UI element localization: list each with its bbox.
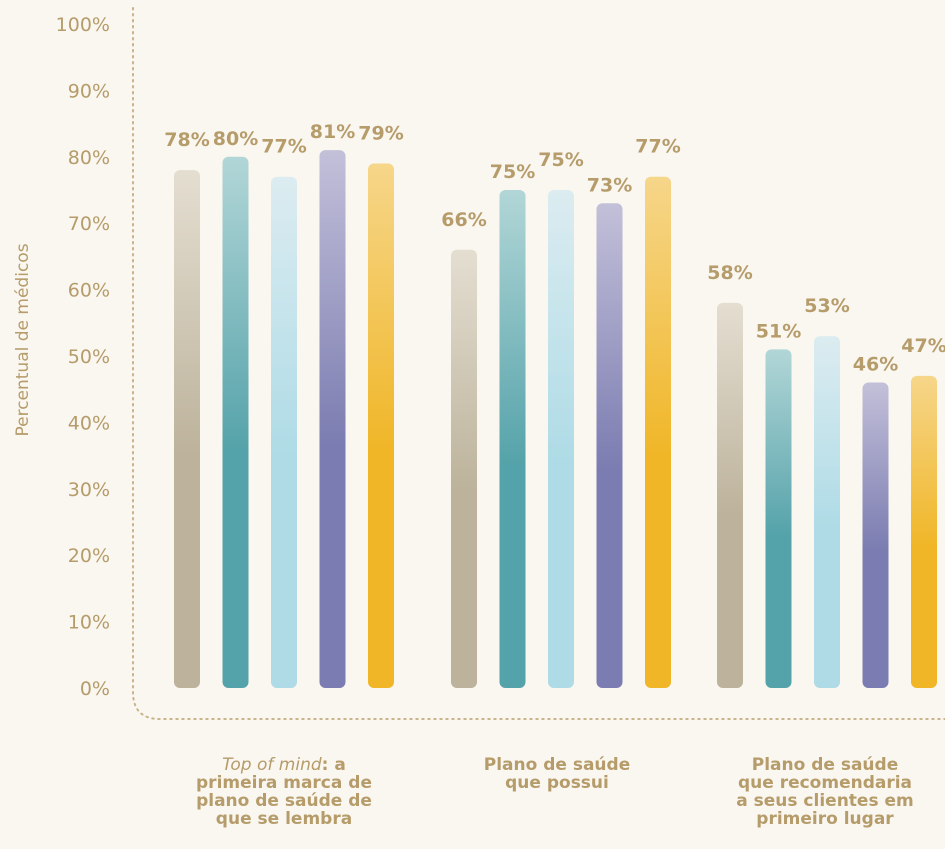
- bar: [451, 249, 477, 688]
- data-label: 77%: [635, 136, 680, 158]
- y-tick-label: 80%: [68, 147, 110, 169]
- category-label: Plano de saúde que recomendaria a seus cli…: [715, 756, 935, 828]
- category-label: Top of mind: a primeira marca de plano de …: [174, 756, 394, 828]
- y-tick-label: 50%: [68, 346, 110, 368]
- y-tick-label: 20%: [68, 545, 110, 567]
- bar: [814, 336, 840, 688]
- category-label-line: Plano de saúde: [751, 755, 899, 775]
- category-label-line: plano de saúde de: [196, 791, 372, 811]
- y-tick-label: 0%: [80, 678, 110, 700]
- bar: [499, 190, 526, 688]
- bar: [222, 156, 249, 689]
- data-label: 51%: [756, 320, 801, 342]
- data-label: 81%: [310, 121, 355, 143]
- bar: [911, 375, 937, 688]
- category-label-line: a seus clientes em: [736, 791, 914, 811]
- bar: [765, 349, 792, 688]
- y-tick-label: 40%: [68, 412, 110, 434]
- bar: [319, 150, 346, 688]
- bar: [645, 176, 671, 688]
- data-label: 78%: [164, 129, 209, 151]
- data-label: 77%: [261, 136, 306, 158]
- category-label-line: primeira marca de: [196, 773, 372, 793]
- bar: [717, 302, 743, 688]
- y-tick-label: 90%: [68, 80, 110, 102]
- axis-lines: [132, 7, 945, 720]
- data-label: 47%: [901, 335, 945, 357]
- category-label: Plano de saúde que possui: [447, 756, 667, 792]
- y-tick-label: 10%: [68, 612, 110, 634]
- data-label: 53%: [804, 295, 849, 317]
- y-tick-label: 70%: [68, 213, 110, 235]
- data-label: 73%: [587, 174, 632, 196]
- category-label-line: que se lembra: [215, 809, 353, 829]
- data-label: 58%: [707, 262, 752, 284]
- data-label: 75%: [538, 149, 583, 171]
- y-tick-label: 30%: [68, 479, 110, 501]
- data-label: 79%: [358, 122, 403, 144]
- y-axis-label: Percentual de médicos: [13, 243, 33, 436]
- category-label-line: que recomendaria: [737, 773, 913, 793]
- data-label: 80%: [213, 128, 258, 150]
- bar: [548, 190, 574, 688]
- bar: [596, 203, 623, 688]
- category-label-line: primeiro lugar: [756, 809, 894, 829]
- category-label-line: Plano de saúde: [483, 755, 631, 775]
- y-tick-label: 100%: [56, 14, 110, 36]
- data-label: 75%: [490, 161, 535, 183]
- data-label: 66%: [441, 209, 486, 231]
- category-label-line: Top of mind: a: [222, 755, 346, 775]
- bar: [174, 170, 200, 688]
- category-label-line: que possui: [505, 773, 609, 793]
- bar: [862, 382, 889, 688]
- bar: [368, 163, 394, 688]
- data-label: 46%: [853, 354, 898, 376]
- bar: [271, 176, 297, 688]
- y-tick-label: 60%: [68, 280, 110, 302]
